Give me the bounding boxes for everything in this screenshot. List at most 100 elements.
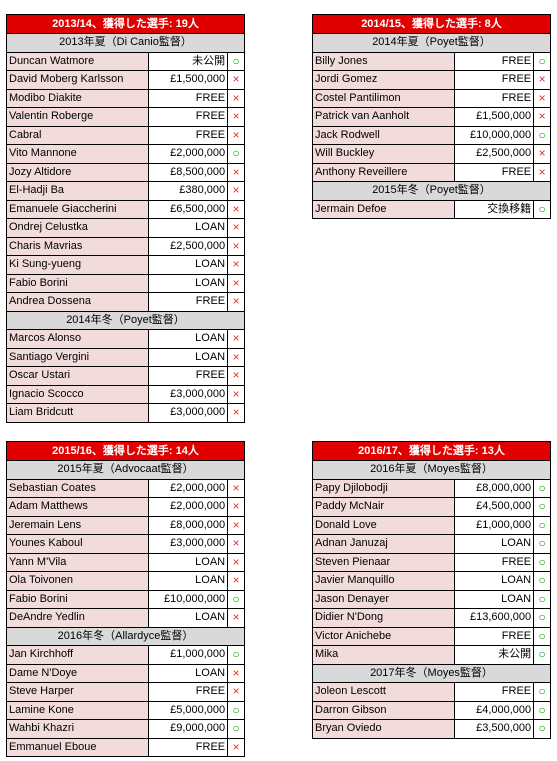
period-group: 2017年冬（Moyes監督） Joleon Lescott FREE ○ Darron…	[313, 664, 550, 738]
transfer-fee: £8,000,000	[454, 479, 535, 497]
cross-mark-icon: ×	[534, 163, 550, 181]
transfer-fee: £3,000,000	[148, 385, 229, 403]
table-row: Dame N'Doye LOAN ×	[7, 664, 244, 683]
player-name: DeAndre Yedlin	[7, 609, 149, 627]
table-row: Will Buckley £2,500,000 ×	[313, 145, 550, 164]
player-name: Steve Harper	[7, 683, 149, 701]
circle-mark-icon: ○	[228, 720, 244, 738]
player-name: Ignacio Scocco	[7, 385, 149, 403]
period-header: 2014年夏（Poyet監督）	[313, 34, 550, 53]
transfer-fee: £9,000,000	[148, 720, 229, 738]
table-row: Adnan Januzaj LOAN ○	[313, 535, 550, 554]
transfer-fee: LOAN	[148, 274, 229, 292]
player-name: Mika	[313, 646, 455, 664]
table-row: Joleon Lescott FREE ○	[313, 683, 550, 702]
circle-mark-icon: ○	[534, 535, 550, 553]
transfer-fee: £1,000,000	[454, 516, 535, 534]
transfer-fee: £2,500,000	[454, 145, 535, 163]
period-group: 2014年冬（Poyet監督） Marcos Alonso LOAN × Santiag…	[7, 311, 244, 422]
player-name: Duncan Watmore	[7, 52, 149, 70]
player-name: Modibo Diakite	[7, 89, 149, 107]
transfer-table-2016-17: 2016/17、獲得した選手: 13人 2016年夏（Moyes監督） Papy D…	[312, 441, 551, 739]
table-row: Fabio Borini LOAN ×	[7, 274, 244, 293]
table-title: 2016/17、獲得した選手: 13人	[313, 442, 550, 461]
player-name: Emanuele Giaccherini	[7, 200, 149, 218]
cross-mark-icon: ×	[228, 609, 244, 627]
table-row: Jozy Altidore £8,500,000 ×	[7, 163, 244, 182]
transfer-fee: £1,500,000	[148, 71, 229, 89]
transfer-fee: FREE	[148, 683, 229, 701]
cross-mark-icon: ×	[228, 293, 244, 311]
cross-mark-icon: ×	[228, 385, 244, 403]
player-name: Adam Matthews	[7, 498, 149, 516]
transfer-fee: £4,500,000	[454, 498, 535, 516]
player-name: Dame N'Doye	[7, 664, 149, 682]
player-name: Paddy McNair	[313, 498, 455, 516]
transfer-fee: 未公開	[148, 52, 229, 70]
table-title: 2015/16、獲得した選手: 14人	[7, 442, 244, 461]
transfer-fee: LOAN	[454, 535, 535, 553]
table-title: 2013/14、獲得した選手: 19人	[7, 15, 244, 34]
table-row: Liam Bridcutt £3,000,000 ×	[7, 404, 244, 422]
transfer-fee: FREE	[454, 163, 535, 181]
player-name: Donald Love	[313, 516, 455, 534]
player-name: Lamine Kone	[7, 701, 149, 719]
player-name: Jordi Gomez	[313, 71, 455, 89]
table-row: Ola Toivonen LOAN ×	[7, 572, 244, 591]
circle-mark-icon: ○	[534, 572, 550, 590]
player-name: Yann M'Vila	[7, 553, 149, 571]
player-name: Billy Jones	[313, 52, 455, 70]
table-row: Costel Pantilimon FREE ×	[313, 89, 550, 108]
player-name: Bryan Oviedo	[313, 720, 455, 738]
circle-mark-icon: ○	[534, 479, 550, 497]
circle-mark-icon: ○	[534, 646, 550, 664]
player-name: Costel Pantilimon	[313, 89, 455, 107]
player-name: Jermain Defoe	[313, 200, 455, 218]
transfer-fee: LOAN	[148, 330, 229, 348]
transfer-fee: £3,000,000	[148, 404, 229, 422]
transfer-fee: £8,000,000	[148, 516, 229, 534]
table-row: Steve Harper FREE ×	[7, 683, 244, 702]
transfer-fee: LOAN	[148, 348, 229, 366]
circle-mark-icon: ○	[534, 126, 550, 144]
transfer-fee: £1,000,000	[148, 646, 229, 664]
player-name: Oscar Ustari	[7, 367, 149, 385]
player-name: Will Buckley	[313, 145, 455, 163]
table-row: Cabral FREE ×	[7, 126, 244, 145]
transfer-fee: £4,000,000	[454, 701, 535, 719]
table-row: Charis Mavrias £2,500,000 ×	[7, 237, 244, 256]
table-row: Yann M'Vila LOAN ×	[7, 553, 244, 572]
cross-mark-icon: ×	[228, 200, 244, 218]
transfer-fee: FREE	[454, 52, 535, 70]
transfer-fee: LOAN	[454, 572, 535, 590]
table-row: Andrea Dossena FREE ×	[7, 293, 244, 312]
player-name: Jeremain Lens	[7, 516, 149, 534]
table-row: Fabio Borini £10,000,000 ○	[7, 590, 244, 609]
circle-mark-icon: ○	[534, 701, 550, 719]
table-row: Ki Sung-yueng LOAN ×	[7, 256, 244, 275]
transfer-fee: FREE	[148, 126, 229, 144]
table-row: Jack Rodwell £10,000,000 ○	[313, 126, 550, 145]
cross-mark-icon: ×	[228, 330, 244, 348]
cross-mark-icon: ×	[228, 738, 244, 756]
transfer-fee: £8,500,000	[148, 163, 229, 181]
player-name: Andrea Dossena	[7, 293, 149, 311]
period-header: 2016年冬（Allardyce監督）	[7, 627, 244, 646]
transfer-table-2015-16: 2015/16、獲得した選手: 14人 2015年夏（Advocaat監督） Seb…	[6, 441, 245, 757]
period-header: 2015年夏（Advocaat監督）	[7, 461, 244, 480]
period-header: 2014年冬（Poyet監督）	[7, 311, 244, 330]
player-name: Jan Kirchhoff	[7, 646, 149, 664]
player-name: Papy Djilobodji	[313, 479, 455, 497]
cross-mark-icon: ×	[228, 498, 244, 516]
player-name: Jack Rodwell	[313, 126, 455, 144]
cross-mark-icon: ×	[228, 237, 244, 255]
player-name: Ola Toivonen	[7, 572, 149, 590]
table-row: Javier Manquillo LOAN ○	[313, 572, 550, 591]
period-group: 2015年冬（Poyet監督） Jermain Defoe 交換移籍 ○	[313, 182, 550, 218]
table-row: Donald Love £1,000,000 ○	[313, 516, 550, 535]
circle-mark-icon: ○	[534, 498, 550, 516]
player-name: Sebastian Coates	[7, 479, 149, 497]
transfer-fee: £1,500,000	[454, 108, 535, 126]
table-row: Bryan Oviedo £3,500,000 ○	[313, 720, 550, 738]
cross-mark-icon: ×	[534, 71, 550, 89]
